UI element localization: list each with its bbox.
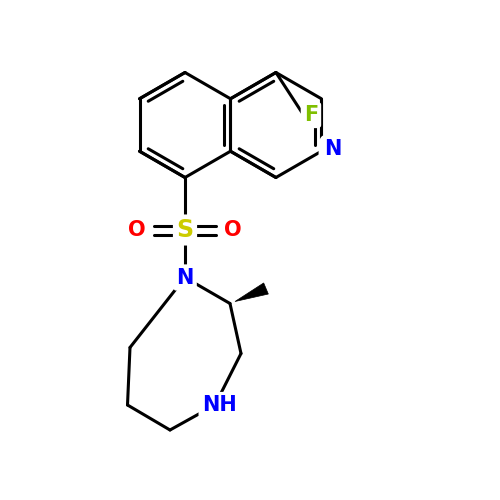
Text: N: N xyxy=(176,268,194,287)
Polygon shape xyxy=(235,283,268,302)
Text: NH: NH xyxy=(202,395,236,415)
Text: N: N xyxy=(324,138,341,159)
Text: O: O xyxy=(224,220,242,240)
Text: S: S xyxy=(176,218,194,242)
Text: F: F xyxy=(304,105,318,125)
Text: N: N xyxy=(322,141,339,161)
Text: O: O xyxy=(128,220,146,240)
